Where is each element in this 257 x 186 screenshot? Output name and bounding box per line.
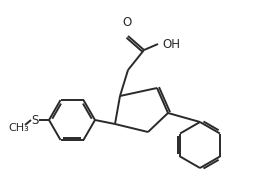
Text: S: S <box>31 113 39 126</box>
Text: CH₃: CH₃ <box>9 123 29 133</box>
Text: OH: OH <box>162 38 180 51</box>
Text: O: O <box>122 16 132 29</box>
